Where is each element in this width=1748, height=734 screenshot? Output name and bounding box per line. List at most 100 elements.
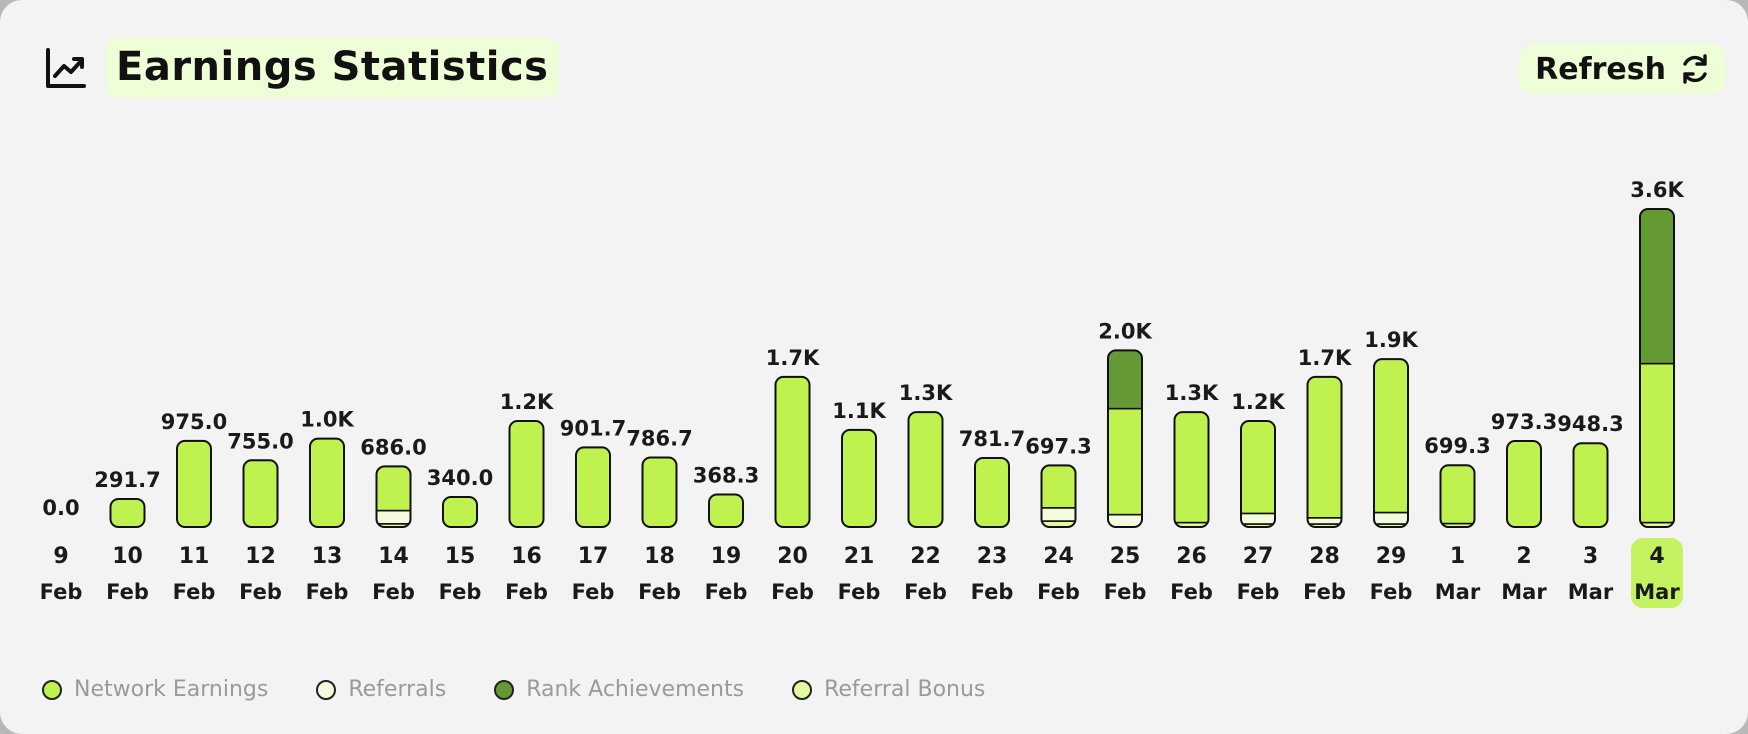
legend-swatch-network-earnings [42,679,62,700]
bar-value-label: 1.3K [899,381,953,405]
bar-group-9-feb[interactable]: 0.0 9 Feb [40,496,83,604]
x-axis-month-label: Feb [1104,580,1147,604]
x-axis-month-label: Feb [239,580,282,604]
x-axis-day-label: 15 [445,544,476,569]
bar-value-label: 948.3 [1557,412,1623,436]
bar-value-label: 2.0K [1098,319,1152,343]
bar-group-29-feb[interactable]: 1.9K 29 Feb [1364,328,1418,604]
x-axis-month-label: Feb [505,580,548,604]
bar-group-22-feb[interactable]: 1.3K 22 Feb [899,381,953,604]
bar-group-24-feb[interactable]: 697.3 24 Feb [1025,434,1091,604]
x-axis-day-label: 27 [1243,544,1274,569]
bar-group-21-feb[interactable]: 1.1K 21 Feb [832,399,886,604]
bar-value-label: 1.7K [766,346,820,370]
bar-group-20-feb[interactable]: 1.7K 20 Feb [766,346,820,604]
bar-value-label: 697.3 [1025,434,1091,458]
bar-outline [1306,375,1343,529]
bar-segment-network [1108,407,1142,516]
x-axis-month-label: Feb [1170,580,1213,604]
bar-segment-referrals [1307,517,1342,525]
bar-group-17-feb[interactable]: 901.7 17 Feb [560,416,626,604]
x-axis-day-label: 20 [777,544,808,569]
x-axis-month-label: Mar [1568,580,1614,604]
x-axis-month-label: Feb [1370,580,1413,604]
legend-label-rank-achievements: Rank Achievements [526,677,745,702]
x-axis-month-label: Mar [1435,580,1481,604]
bar-segment-network [908,412,943,527]
bar-value-label: 1.2K [1231,390,1285,414]
legend-item-referrals[interactable]: Referrals [316,677,446,702]
bar-outline [1506,440,1542,529]
bar-group-2-mar[interactable]: 973.3 2 Mar [1491,410,1557,604]
x-axis-month-label: Feb [705,580,748,604]
bar-group-23-feb[interactable]: 781.7 23 Feb [959,427,1025,604]
x-axis-day-label: 3 [1583,544,1598,569]
bar-group-4-mar[interactable]: 3.6K 4 Mar [1630,178,1684,608]
x-axis-month-label: Feb [372,580,415,604]
bar-value-label: 699.3 [1424,434,1490,458]
x-axis-day-label: 9 [53,544,68,569]
bar-value-label: 1.1K [832,399,886,423]
bar-value-label: 1.3K [1165,381,1219,405]
x-axis-month-label: Feb [40,580,83,604]
bar-value-label: 0.0 [42,496,79,520]
bar-group-11-feb[interactable]: 975.0 11 Feb [161,410,227,604]
bar-segment-network [1174,412,1209,524]
x-axis-day-label: 23 [977,544,1008,569]
bar-outline [641,456,678,529]
bar-group-3-mar[interactable]: 948.3 3 Mar [1557,412,1623,604]
legend-label-network-earnings: Network Earnings [74,677,269,702]
bar-value-label: 786.7 [626,427,692,451]
refresh-label: Refresh [1535,51,1666,87]
bar-segment-network [1440,465,1475,525]
bar-group-13-feb[interactable]: 1.0K 13 Feb [300,408,354,604]
bar-group-19-feb[interactable]: 368.3 19 Feb [693,463,759,604]
bar-group-26-feb[interactable]: 1.3K 26 Feb [1165,381,1219,604]
bar-outline [974,456,1010,528]
bar-value-label: 3.6K [1630,178,1684,202]
bar-segment-network [1307,376,1342,519]
x-axis-day-label: 14 [378,544,409,569]
bar-segment-network [842,429,876,528]
legend-item-referral-bonus[interactable]: Referral Bonus [792,677,985,702]
bar-group-18-feb[interactable]: 786.7 18 Feb [626,427,692,604]
card-title: Earnings Statistics [106,38,559,98]
bar-group-14-feb[interactable]: 686.0 14 Feb [360,435,426,604]
bar-outline [1373,358,1409,528]
bar-group-16-feb[interactable]: 1.2K 16 Feb [500,390,554,604]
bar-value-label: 1.9K [1364,328,1418,352]
x-axis-day-label: 24 [1043,544,1074,569]
x-axis-month-label: Feb [306,580,349,604]
bar-value-label: 1.7K [1298,346,1352,370]
x-axis-day-label: 29 [1376,544,1407,569]
x-axis-day-label: 1 [1450,544,1465,569]
bar-value-label: 781.7 [959,427,1025,451]
bar-value-label: 975.0 [161,410,227,434]
x-axis-day-label: 11 [179,544,210,569]
x-axis-month-label: Feb [1237,580,1280,604]
bar-segment-referrals [1241,512,1275,525]
bar-value-label: 1.0K [300,408,354,432]
bar-segment-network [310,438,344,527]
bar-group-25-feb[interactable]: 2.0K 25 Feb [1098,319,1152,604]
legend-item-rank-achievements[interactable]: Rank Achievements [494,677,744,702]
refresh-icon [1678,52,1712,86]
bar-segment-network [1241,421,1275,515]
legend-item-network-earnings[interactable]: Network Earnings [42,677,268,702]
bar-group-12-feb[interactable]: 755.0 12 Feb [227,429,293,604]
bar-outline [1572,442,1609,528]
bar-segment-network [443,496,477,528]
bar-outline [1639,208,1675,528]
bar-segment-network [1374,359,1408,514]
bar-group-1-mar[interactable]: 699.3 1 Mar [1424,434,1490,604]
bar-group-28-feb[interactable]: 1.7K 28 Feb [1298,346,1352,604]
bar-outline [309,437,345,528]
bar-group-15-feb[interactable]: 340.0 15 Feb [427,466,493,604]
bar-group-27-feb[interactable]: 1.2K 27 Feb [1231,390,1285,604]
bar-group-10-feb[interactable]: 291.7 10 Feb [94,468,160,604]
bar-outline [442,495,478,529]
x-axis-day-label: 4 [1649,544,1664,569]
bar-outline [708,493,744,528]
bar-segment-network [177,440,211,527]
refresh-button[interactable]: Refresh [1519,44,1726,94]
